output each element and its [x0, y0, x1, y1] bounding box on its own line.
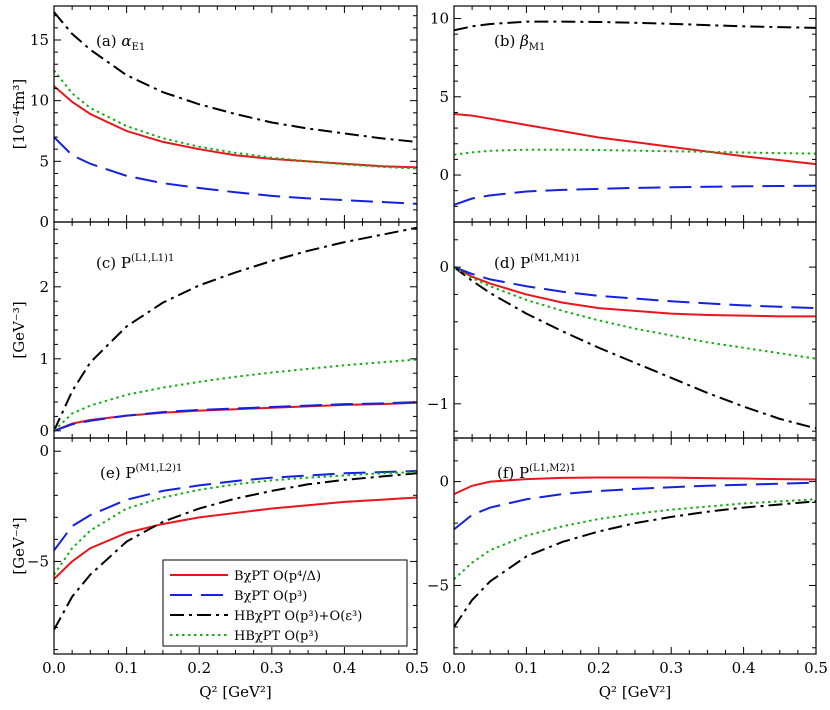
panel-e-label: (e) P(M1,L2)1	[100, 463, 182, 482]
panel-a-label: (a) αE1	[96, 32, 145, 53]
panel-c-ylabel: [GeV⁻³]	[10, 301, 28, 358]
panel-b-ytick-label: 10	[430, 10, 449, 28]
legend: BχPT O(p⁴/Δ) BχPT O(p³) HBχPT O(p³)+O(ε³) H…	[162, 559, 408, 647]
panel-c-ytick-label: 0	[39, 422, 49, 440]
panel-c-label: (c) P(L1,L1)1	[96, 253, 174, 272]
label-symbol: β	[519, 32, 529, 50]
label-superscript: (M1,M1)1	[530, 253, 581, 264]
x-tick-label: 0.4	[332, 659, 356, 677]
panel-c-series-hbchpt_p3_eps3	[54, 226, 417, 432]
panel-b: 0 5 10 (b) βM1	[430, 5, 817, 223]
panel-e-ytick-label: 0	[39, 442, 49, 460]
panel-d-series-hbchpt_p3	[454, 266, 816, 360]
x-tick-label: 0.2	[587, 659, 611, 677]
panel-c-series-hbchpt_p3	[54, 358, 417, 432]
label-main: (c) P	[96, 254, 131, 272]
panel-a-series-hbchpt_p3	[54, 69, 417, 170]
panel-f-ytick-label: 0	[439, 473, 449, 491]
panel-c: 0 1 2 [GeV⁻³] (c) P(L1,L1)1	[10, 221, 418, 440]
panel-d-ytick-label: 0	[439, 258, 449, 276]
x-tick-label: 0.2	[187, 659, 211, 677]
panel-e-ylabel: [GeV⁻⁴]	[10, 517, 28, 574]
panel-b-label: (b) βM1	[494, 32, 545, 53]
label-subscript: E1	[132, 42, 146, 53]
label-main: (d) P	[494, 254, 530, 272]
panel-f-series-bchpt_p3	[454, 481, 816, 531]
legend-label-bchpt_p4: BχPT O(p⁴/Δ)	[234, 569, 321, 584]
label-main: (b)	[494, 32, 520, 50]
legend-label-hbchpt_p3_eps3: HBχPT O(p³)+O(ε³)	[234, 609, 362, 624]
label-superscript: (L1,L1)1	[131, 253, 174, 264]
panel-e-series-bchpt_p4	[54, 496, 417, 580]
panel-f-series-hbchpt_p3_eps3	[454, 500, 816, 628]
x-tick-label: 0.0	[442, 659, 466, 677]
x-axis-title: Q² [GeV²]	[599, 683, 672, 701]
panel-f-series-bchpt_p4	[454, 476, 816, 495]
x-tick-label: 0.3	[659, 659, 683, 677]
x-axis-title: Q² [GeV²]	[199, 683, 272, 701]
panel-b-series-bchpt_p3	[454, 184, 816, 206]
panel-b-ytick-label: 0	[439, 166, 449, 184]
legend-label-bchpt_p3: BχPT O(p³)	[234, 589, 307, 604]
panel-e: 0 −5[GeV⁻⁴] (e) P(M1,L2)1	[10, 437, 418, 655]
panel-f-label: (f) P(L1,M2)1	[497, 463, 576, 482]
panel-b-ytick-label: 5	[439, 88, 449, 106]
panel-b-series-hbchpt_p3	[454, 148, 816, 156]
panel-a-series-hbchpt_p3_eps3	[54, 11, 417, 143]
panel-a-ytick-label: 0	[39, 213, 49, 231]
x-tick-label: 0.0	[42, 659, 66, 677]
panel-a-ytick-label: 15	[30, 31, 49, 49]
label-superscript: (M1,L2)1	[135, 463, 182, 474]
x-tick-label: 0.3	[260, 659, 284, 677]
x-tick-label: 0.1	[115, 659, 139, 677]
label-main: (a)	[96, 32, 121, 50]
panel-a: 0 5 10 15 [10⁻⁴fm³] (a) αE1	[10, 5, 418, 231]
x-tick-label: 0.4	[732, 659, 756, 677]
panel-c-series-bchpt_p3	[54, 401, 417, 432]
panel-a-ytick-label: 10	[30, 92, 49, 110]
panel-f-series-hbchpt_p3	[454, 498, 816, 580]
x-axis-col-0: 0.0 0.1 0.2 0.3 0.4 0.5 Q² [GeV²]	[42, 659, 429, 701]
panel-d-ytick-label: −1	[427, 395, 449, 413]
panel-c-series-bchpt_p4	[54, 401, 417, 432]
panel-f-ytick-label: −5	[427, 576, 449, 594]
legend-label-hbchpt_p3: HBχPT O(p³)	[234, 629, 319, 644]
panel-a-ytick-label: 5	[39, 152, 49, 170]
panel-d-series-bchpt_p4	[454, 266, 816, 318]
panel-f: 0 −5 (f) P(L1,M2)1	[427, 437, 817, 655]
label-superscript: (L1,M2)1	[529, 463, 576, 474]
panel-a-series-bchpt_p4	[54, 85, 417, 169]
panel-e-ytick-label: −5	[27, 552, 49, 570]
panel-d: 0 −1 (d) P(M1,M1)1	[427, 221, 817, 439]
panel-d-series-bchpt_p3	[454, 266, 816, 310]
x-axis-col-1: 0.0 0.1 0.2 0.3 0.4 0.5 Q² [GeV²]	[442, 659, 828, 701]
x-tick-label: 0.5	[804, 659, 828, 677]
label-main: (e) P	[100, 464, 135, 482]
panel-e-series-hbchpt_p3_eps3	[54, 472, 417, 631]
x-tick-label: 0.1	[514, 659, 538, 677]
x-tick-label: 0.5	[405, 659, 429, 677]
panel-d-series-hbchpt_p3_eps3	[454, 266, 816, 430]
panel-c-ytick-label: 1	[39, 350, 49, 368]
panel-a-ylabel: [10⁻⁴fm³]	[10, 79, 28, 150]
panel-e-series-hbchpt_p3	[54, 471, 417, 576]
panel-b-series-bchpt_p4	[454, 113, 816, 166]
panel-e-series-bchpt_p3	[54, 470, 417, 552]
panel-d-label: (d) P(M1,M1)1	[494, 253, 581, 272]
panel-a-series-bchpt_p3	[54, 136, 417, 205]
label-symbol: α	[121, 32, 131, 50]
panel-c-ytick-label: 2	[39, 278, 49, 296]
label-subscript: M1	[529, 42, 546, 53]
panel-b-series-hbchpt_p3_eps3	[454, 20, 816, 32]
label-main: (f) P	[497, 464, 529, 482]
